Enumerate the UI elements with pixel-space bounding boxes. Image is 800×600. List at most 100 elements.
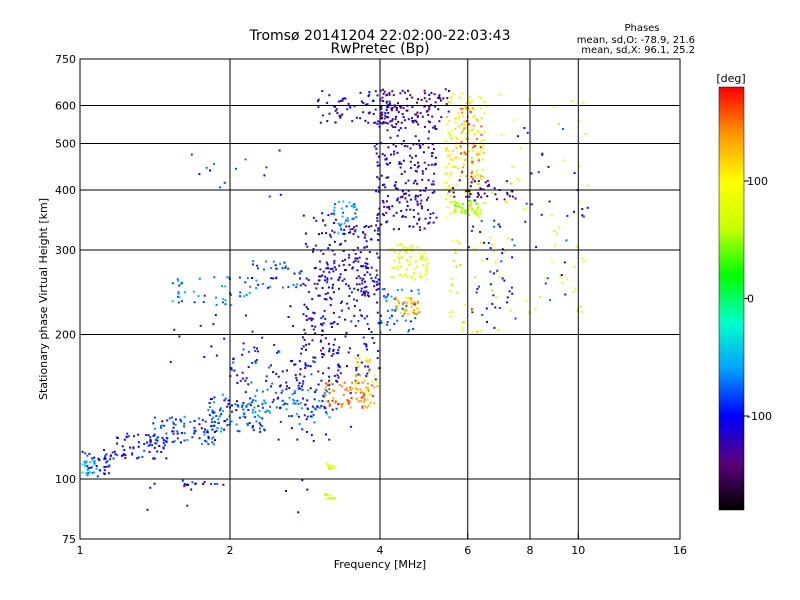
scatter-point (373, 121, 376, 124)
scatter-point (469, 110, 472, 113)
scatter-point (329, 233, 331, 236)
scatter-point (183, 439, 186, 442)
scatter-point (106, 460, 109, 463)
scatter-point (412, 143, 415, 146)
scatter-point (310, 373, 313, 376)
scatter-point (493, 326, 496, 329)
scatter-point (183, 415, 186, 418)
scatter-point (241, 371, 244, 374)
scatter-point (335, 268, 338, 271)
scatter-point (381, 111, 384, 114)
scatter-point (256, 267, 259, 270)
scatter-point (153, 434, 156, 437)
scatter-point (330, 298, 333, 301)
scatter-point (404, 319, 407, 322)
scatter-point (373, 229, 376, 232)
scatter-point (293, 399, 296, 402)
scatter-point (418, 217, 421, 220)
scatter-point (349, 347, 351, 350)
scatter-point (409, 297, 412, 300)
scatter-point (460, 209, 463, 212)
scatter-point (340, 227, 342, 230)
scatter-point (313, 361, 316, 364)
scatter-point (353, 105, 356, 108)
scatter-point (411, 244, 413, 247)
scatter-point (501, 252, 504, 255)
scatter-point (456, 291, 459, 294)
scatter-point (482, 175, 485, 178)
scatter-point (368, 251, 371, 254)
scatter-point (337, 369, 340, 372)
scatter-point (189, 421, 192, 423)
scatter-point (547, 165, 550, 168)
scatter-point (479, 212, 482, 215)
scatter-point (173, 440, 176, 443)
scatter-point (410, 166, 412, 169)
scatter-point (459, 145, 462, 148)
scatter-point (460, 138, 463, 141)
scatter-point (209, 406, 212, 408)
scatter-point (279, 385, 281, 388)
scatter-point (473, 145, 476, 148)
scatter-point (314, 356, 317, 359)
scatter-point (470, 162, 473, 165)
scatter-point (324, 407, 327, 410)
scatter-point (483, 241, 486, 244)
scatter-point (122, 454, 125, 457)
chart-title: Tromsø 20141204 22:02:00-22:03:43 (249, 28, 511, 44)
scatter-point (251, 411, 254, 414)
scatter-point (95, 467, 98, 470)
scatter-point (475, 202, 478, 205)
scatter-point (465, 120, 468, 122)
scatter-point (518, 179, 521, 182)
scatter-point (377, 278, 380, 281)
scatter-point (258, 409, 261, 412)
scatter-point (271, 401, 274, 403)
scatter-point (332, 467, 335, 470)
scatter-point (360, 390, 363, 393)
scatter-point (285, 408, 288, 411)
scatter-point (459, 175, 462, 178)
chart-subtitle: RwPretec (Bp) (330, 41, 429, 57)
scatter-point (357, 235, 360, 238)
scatter-point (108, 464, 111, 467)
scatter-point (143, 443, 146, 445)
scatter-point (275, 267, 278, 270)
scatter-point (285, 388, 288, 391)
scatter-point (276, 397, 279, 400)
scatter-point (365, 267, 368, 270)
scatter-point (236, 430, 239, 432)
scatter-point (218, 415, 221, 418)
scatter-point (305, 277, 308, 280)
scatter-point (469, 199, 472, 202)
scatter-point (298, 423, 301, 425)
scatter-point (342, 211, 345, 214)
scatter-point (365, 257, 368, 260)
scatter-point (104, 454, 106, 457)
x-tick-label: 2 (227, 544, 234, 557)
scatter-point (215, 429, 218, 432)
scatter-point (348, 253, 351, 256)
scatter-point (304, 367, 307, 370)
scatter-point (328, 112, 331, 115)
scatter-point (265, 375, 268, 378)
scatter-point (394, 298, 397, 301)
scatter-point (231, 404, 233, 407)
scatter-point (418, 292, 420, 295)
scatter-point (220, 430, 223, 433)
scatter-point (287, 316, 290, 318)
scatter-point (409, 94, 412, 97)
scatter-point (377, 321, 380, 324)
scatter-point (434, 101, 437, 104)
scatter-point (299, 387, 302, 390)
scatter-point (558, 226, 561, 229)
scatter-point (377, 190, 380, 193)
x-axis-ticks: 1 2 4 6 8 10 16 (77, 533, 687, 557)
scatter-point (550, 260, 553, 263)
scatter-point (354, 375, 357, 378)
scatter-point (385, 176, 388, 179)
scatter-point (297, 403, 300, 405)
scatter-point (90, 466, 93, 469)
scatter-point (367, 121, 370, 124)
scatter-point (391, 106, 394, 109)
